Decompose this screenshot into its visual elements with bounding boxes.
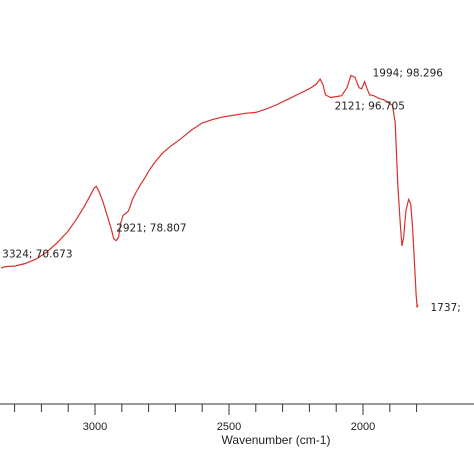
x-tick-label-3000: 3000: [83, 421, 107, 433]
spectrum-series-line-0: [1, 74, 419, 308]
x-tick-label-2500: 2500: [217, 421, 241, 433]
peak-annotation-2121: 2121; 96.705: [335, 100, 405, 112]
x-axis: 3000 2500 2000: [0, 403, 474, 433]
peak-annotation-3324: 3324; 70.673: [2, 248, 72, 260]
peak-annotations: 3324; 70.673 2921; 78.807 2121; 96.705 1994…: [2, 68, 461, 314]
peak-annotation-1737: 1737;: [430, 302, 460, 314]
x-tick-label-2000: 2000: [351, 421, 375, 433]
spectrum-line-layer: [1, 74, 419, 308]
peak-annotation-2921: 2921; 78.807: [116, 223, 186, 235]
x-axis-title: Wavenumber (cm-1): [222, 433, 331, 447]
peak-annotation-1994: 1994; 98.296: [373, 68, 444, 80]
